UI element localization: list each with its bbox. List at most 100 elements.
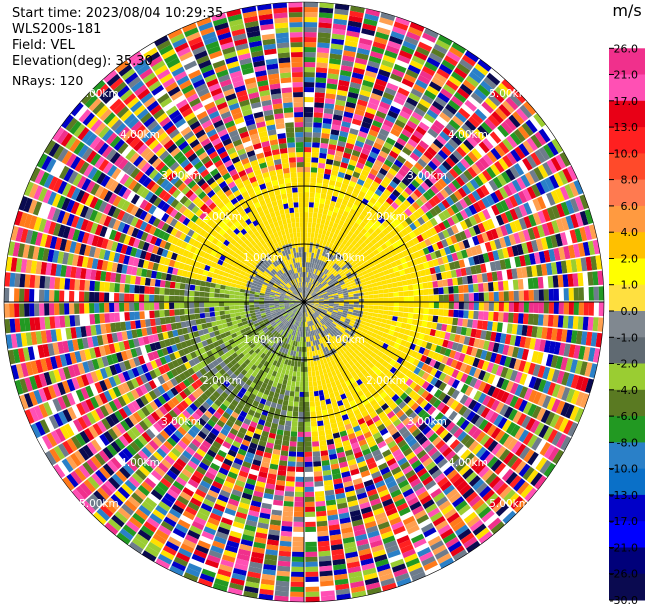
velocity-gate [558, 302, 564, 315]
velocity-gate [494, 238, 502, 250]
velocity-gate [296, 446, 304, 452]
velocity-gate [411, 319, 418, 326]
velocity-gate [332, 263, 338, 269]
velocity-gate [394, 141, 404, 151]
velocity-gate [305, 292, 308, 298]
velocity-gate [362, 261, 369, 267]
velocity-gate [494, 107, 508, 121]
velocity-gate [336, 176, 344, 183]
velocity-gate [354, 235, 361, 243]
velocity-gate [334, 8, 349, 16]
velocity-gate [406, 260, 414, 268]
velocity-gate [401, 78, 415, 88]
velocity-gate [290, 431, 298, 437]
velocity-gate [320, 287, 325, 291]
velocity-gate [429, 104, 442, 116]
velocity-gate [312, 441, 320, 447]
velocity-gate [490, 147, 502, 160]
velocity-gate [570, 259, 578, 273]
velocity-gate [304, 242, 307, 248]
velocity-gate [429, 208, 438, 217]
velocity-gate [384, 240, 392, 248]
velocity-gate [356, 52, 369, 61]
velocity-gate [512, 279, 519, 290]
velocity-gate [582, 241, 591, 256]
velocity-gate [333, 13, 348, 21]
velocity-gate [560, 260, 568, 274]
velocity-gate [483, 76, 497, 90]
velocity-gate [310, 177, 317, 183]
velocity-gate [381, 318, 388, 324]
velocity-gate [410, 272, 417, 279]
velocity-gate [342, 152, 352, 160]
velocity-gate [364, 111, 375, 120]
velocity-gate [332, 190, 339, 198]
velocity-gate [306, 247, 310, 253]
velocity-gate [344, 234, 351, 242]
velocity-gate [390, 261, 398, 268]
velocity-gate [433, 294, 439, 302]
velocity-gate [342, 210, 349, 218]
velocity-gate [382, 91, 395, 101]
velocity-gate [551, 205, 561, 219]
velocity-gate [322, 229, 327, 236]
velocity-gate [323, 224, 329, 231]
velocity-gate [310, 237, 314, 243]
velocity-gate [364, 138, 375, 147]
velocity-gate [296, 466, 304, 472]
velocity-gate [339, 74, 351, 82]
velocity-gate [308, 341, 311, 347]
velocity-gate [330, 43, 344, 50]
velocity-gate [321, 460, 330, 466]
velocity-gate [320, 193, 327, 200]
velocity-gate [547, 275, 554, 288]
velocity-gate [352, 67, 365, 75]
velocity-gate [211, 321, 218, 327]
velocity-gate [462, 239, 471, 249]
velocity-gate [53, 464, 66, 479]
velocity-gate [353, 274, 359, 280]
velocity-gate [330, 275, 335, 280]
velocity-gate [381, 146, 391, 155]
velocity-gate [397, 311, 404, 318]
velocity-gate [427, 260, 435, 268]
velocity-gate [289, 365, 294, 372]
velocity-gate [422, 314, 429, 321]
velocity-gate [377, 216, 385, 224]
velocity-gate [526, 186, 537, 200]
velocity-gate [361, 148, 371, 156]
velocity-gate [409, 222, 417, 231]
velocity-gate [361, 198, 369, 206]
velocity-gate [417, 216, 426, 226]
velocity-gate [343, 304, 349, 307]
velocity-gate [316, 290, 321, 294]
velocity-gate [543, 250, 551, 263]
velocity-gate [350, 261, 357, 267]
velocity-gate [304, 441, 312, 447]
velocity-gate [300, 381, 304, 387]
velocity-gate [373, 294, 379, 298]
velocity-gate [395, 16, 410, 26]
velocity-gate [429, 142, 441, 153]
velocity-gate [324, 284, 330, 289]
velocity-gate [317, 525, 328, 532]
velocity-gate [351, 239, 358, 246]
velocity-gate [381, 254, 389, 261]
velocity-gate [514, 206, 523, 219]
velocity-gate [336, 287, 342, 291]
velocity-gate [407, 284, 414, 291]
velocity-gate [497, 124, 510, 138]
velocity-gate [310, 411, 316, 417]
velocity-gate [380, 180, 389, 189]
velocity-gate [304, 481, 314, 487]
velocity-gate [368, 302, 374, 306]
velocity-gate [332, 270, 338, 276]
velocity-gate [426, 188, 436, 198]
velocity-gate [304, 351, 307, 357]
velocity-gate [374, 227, 382, 235]
velocity-gate [491, 204, 500, 216]
velocity-gate [457, 127, 470, 139]
velocity-gate [451, 224, 459, 235]
velocity-gate [304, 137, 312, 143]
velocity-gate [321, 214, 327, 220]
